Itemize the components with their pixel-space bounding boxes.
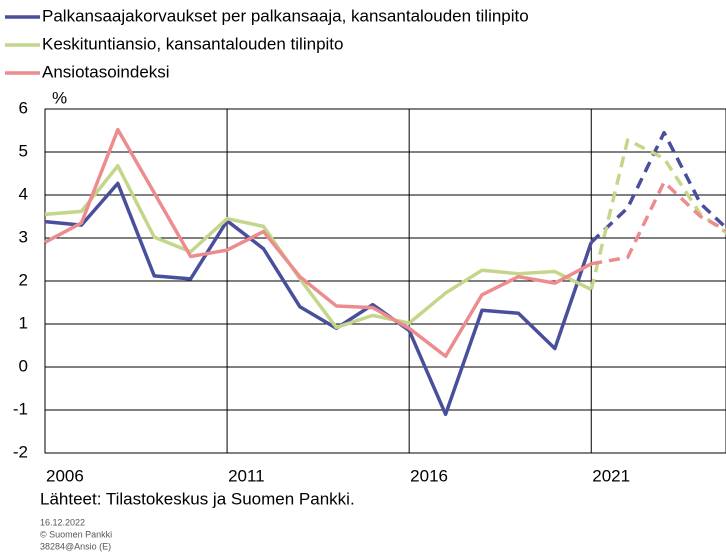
forecast-line bbox=[590, 130, 726, 244]
legend-label: Keskituntiansio, kansantalouden tilinpit… bbox=[42, 34, 343, 53]
y-tick-label: 5 bbox=[19, 141, 28, 160]
x-tick-label: 2011 bbox=[228, 466, 265, 485]
y-tick-label: 3 bbox=[19, 227, 28, 246]
y-tick-label: 2 bbox=[19, 270, 28, 289]
footer-copyright: © Suomen Pankki bbox=[40, 529, 112, 539]
series-line bbox=[44, 181, 593, 417]
series-line bbox=[44, 127, 593, 358]
y-tick-label: 0 bbox=[19, 356, 28, 375]
source: Lähteet: Tilastokeskus ja Suomen Pankki. bbox=[40, 489, 355, 508]
legend-label: Ansiotasoindeksi bbox=[42, 62, 170, 81]
legend-label: Palkansaajakorvaukset per palkansaaja, k… bbox=[42, 6, 529, 25]
x-tick-label: 2006 bbox=[46, 466, 84, 485]
y-tick-label: 4 bbox=[19, 184, 28, 203]
y-tick-label: 1 bbox=[19, 313, 28, 332]
y-tick-label: 6 bbox=[19, 98, 28, 117]
x-tick-label: 2021 bbox=[592, 466, 630, 485]
x-tick-label: 2016 bbox=[410, 466, 448, 485]
forecast-line bbox=[590, 180, 726, 266]
y-axis-label: % bbox=[52, 88, 67, 107]
y-tick-label: -2 bbox=[13, 442, 28, 461]
forecast-line bbox=[589, 138, 726, 291]
series-line bbox=[44, 164, 593, 330]
plot-lines bbox=[44, 127, 726, 417]
footer-date: 16.12.2022 bbox=[40, 517, 85, 527]
footer-id: 38284@Ansio (E) bbox=[40, 541, 111, 551]
y-tick-label: -1 bbox=[13, 399, 28, 418]
